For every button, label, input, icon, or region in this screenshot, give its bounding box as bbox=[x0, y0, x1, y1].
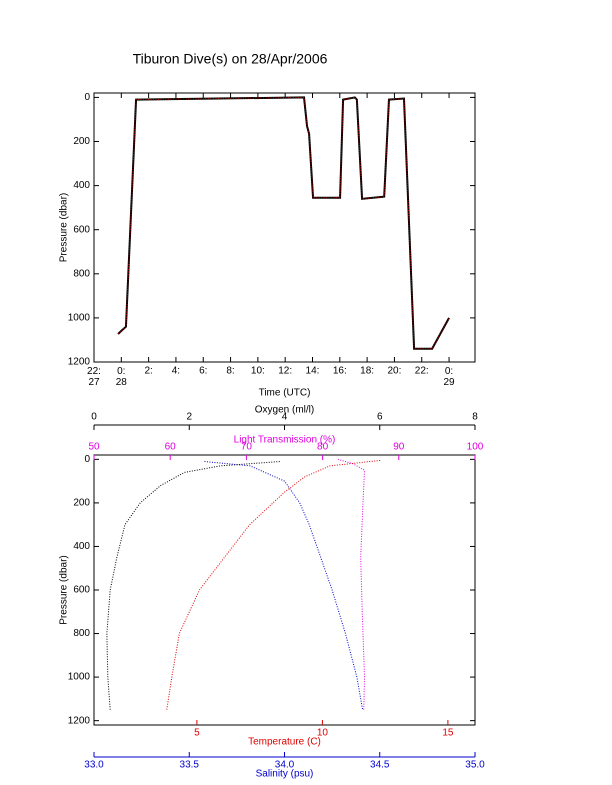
y-tick-label: 800 bbox=[73, 268, 90, 279]
x-tick-label: 70 bbox=[241, 442, 253, 453]
x-tick-label: 6 bbox=[377, 412, 383, 423]
x-tick-label: 33.0 bbox=[84, 760, 104, 771]
y-tick-label: 800 bbox=[73, 628, 90, 639]
x-tick-label: 22: 27 bbox=[87, 366, 101, 388]
x-tick-label: 0: 29 bbox=[443, 366, 455, 388]
y-tick-label: 200 bbox=[73, 498, 90, 509]
x-tick-label: 22: bbox=[415, 366, 429, 377]
y-tick-label: 1200 bbox=[68, 715, 91, 726]
x-tick-label: 8: bbox=[226, 366, 234, 377]
x-tick-label: 5 bbox=[194, 728, 200, 739]
x-tick-label: 33.5 bbox=[180, 760, 200, 771]
x-axis-label: Oxygen (ml/l) bbox=[255, 405, 314, 416]
y-tick-label: 600 bbox=[73, 585, 90, 596]
x-tick-label: 50 bbox=[88, 442, 100, 453]
y-tick-label: 600 bbox=[73, 224, 90, 235]
y-tick-label: 1000 bbox=[68, 672, 91, 683]
x-tick-label: 34.0 bbox=[275, 760, 295, 771]
x-tick-label: 10 bbox=[317, 728, 329, 739]
x-tick-label: 2 bbox=[186, 412, 192, 423]
x-tick-label: 60 bbox=[165, 442, 177, 453]
x-axis-label: Light Transmission (%) bbox=[234, 435, 336, 446]
chart-title: Tiburon Dive(s) on 28/Apr/2006 bbox=[133, 51, 328, 67]
x-tick-label: 15 bbox=[442, 728, 454, 739]
cast-profile bbox=[106, 461, 280, 710]
x-tick-label: 100 bbox=[467, 442, 484, 453]
x-axis-label: Salinity (psu) bbox=[256, 769, 314, 780]
x-tick-label: 16: bbox=[333, 366, 347, 377]
x-tick-label: 2: bbox=[144, 366, 152, 377]
y-tick-label: 0 bbox=[84, 92, 90, 103]
x-tick-label: 35.0 bbox=[465, 760, 485, 771]
x-tick-label: 10: bbox=[251, 366, 265, 377]
x-tick-label: 80 bbox=[317, 442, 329, 453]
dive-profile-trace bbox=[117, 96, 450, 350]
x-tick-label: 34.5 bbox=[370, 760, 390, 771]
cast-profile bbox=[166, 459, 381, 710]
x-tick-label: 14: bbox=[306, 366, 320, 377]
x-axis-label: Time (UTC) bbox=[259, 388, 311, 399]
y-tick-label: 400 bbox=[73, 541, 90, 552]
x-tick-label: 20: bbox=[387, 366, 401, 377]
y-tick-label: 1200 bbox=[68, 357, 91, 368]
y-axis-label: Pressure (dbar) bbox=[59, 555, 70, 624]
plot-frame bbox=[93, 454, 476, 726]
x-tick-label: 0: 28 bbox=[116, 366, 128, 388]
x-tick-label: 4 bbox=[282, 412, 288, 423]
x-tick-label: 12: bbox=[278, 366, 292, 377]
y-axis-label: Pressure (dbar) bbox=[59, 193, 70, 262]
cast-profile bbox=[337, 458, 366, 710]
x-tick-label: 6: bbox=[199, 366, 207, 377]
dive-profile bbox=[117, 96, 450, 350]
x-tick-label: 4: bbox=[172, 366, 180, 377]
y-tick-label: 1000 bbox=[68, 313, 91, 324]
cast-profile bbox=[204, 461, 364, 710]
x-axis-label: Temperature (C) bbox=[248, 737, 321, 748]
y-tick-label: 0 bbox=[84, 454, 90, 465]
x-tick-label: 90 bbox=[393, 442, 405, 453]
x-tick-label: 0 bbox=[91, 412, 97, 423]
y-tick-label: 200 bbox=[73, 136, 90, 147]
x-tick-label: 8 bbox=[472, 412, 478, 423]
plot-frame bbox=[93, 92, 476, 363]
y-tick-label: 400 bbox=[73, 180, 90, 191]
x-tick-label: 18: bbox=[360, 366, 374, 377]
